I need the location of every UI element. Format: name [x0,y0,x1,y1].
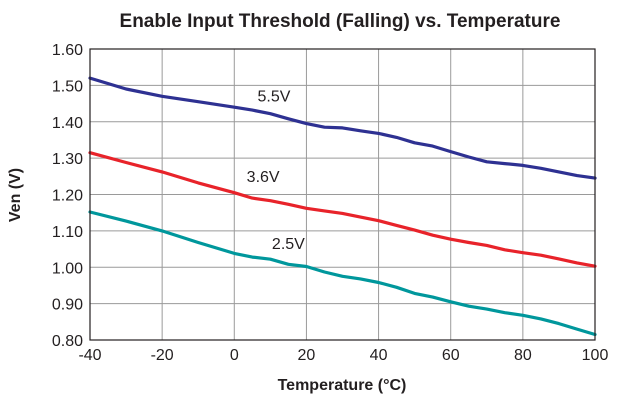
y-tick-labels: 0.80 0.90 1.00 1.10 1.20 1.30 1.40 1.50 1.60 [52,42,83,350]
x-tick-label: -20 [151,347,174,364]
x-axis-title: Temperature (°C) [278,377,407,394]
y-tick-label: 1.20 [52,188,83,205]
series-labels: 5.5V 3.6V 2.5V [247,89,305,253]
y-tick-label: 1.50 [52,78,83,95]
series-line-3-6v [88,151,597,268]
plot-frame [89,48,596,341]
y-tick-label: 1.40 [52,115,83,132]
series-line-5-5v [88,76,597,180]
series-label: 2.5V [272,236,305,253]
series-lines [88,76,597,337]
x-tick-label: -40 [78,347,101,364]
series-label: 5.5V [258,89,291,106]
series-line-2-5v [88,210,597,337]
x-tick-label: 80 [514,347,532,364]
x-tick-label: 40 [370,347,388,364]
y-tick-label: 1.60 [52,42,83,59]
chart-title: Enable Input Threshold (Falling) vs. Tem… [120,11,561,32]
y-tick-label: 1.00 [52,260,83,277]
x-tick-label: 100 [582,347,609,364]
y-axis-title: Ven (V) [7,168,24,222]
series-label: 3.6V [247,169,280,186]
x-tick-label: 60 [442,347,460,364]
y-tick-label: 0.90 [52,297,83,314]
y-tick-label: 1.30 [52,151,83,168]
x-tick-labels: -40 -20 0 20 40 60 80 100 [78,347,608,364]
grid [89,48,596,341]
x-tick-label: 20 [298,347,316,364]
x-tick-label: 0 [230,347,239,364]
y-tick-label: 1.10 [52,224,83,241]
y-tick-label: 0.80 [52,333,83,350]
